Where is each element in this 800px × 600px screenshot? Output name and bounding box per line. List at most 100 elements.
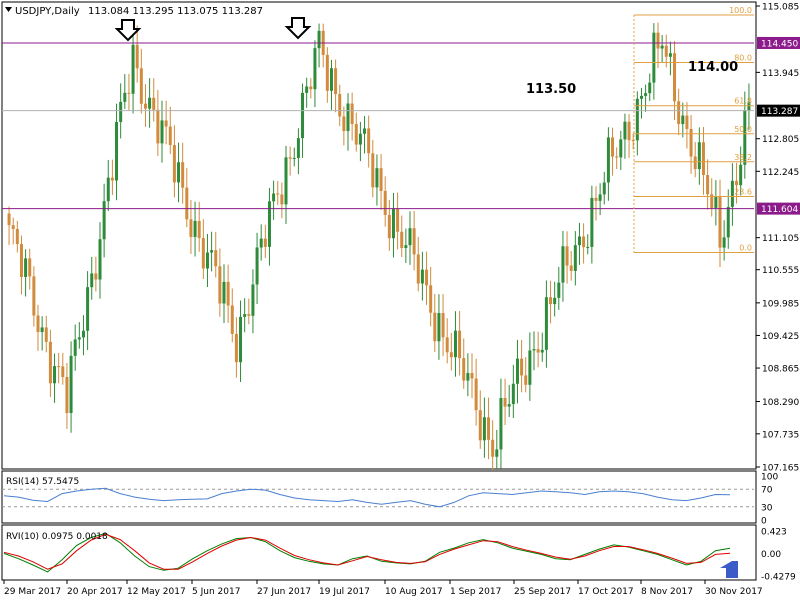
candle-body [726, 206, 730, 238]
candle-body [739, 164, 743, 186]
candle-body [495, 449, 499, 457]
candle-body [284, 157, 288, 205]
fib-level-label: 61.8 [734, 97, 752, 106]
fib-level-label: 38.2 [734, 153, 752, 162]
y-tick-label: 112.805 [762, 135, 799, 145]
candle-body [511, 383, 515, 405]
level-price-tag [757, 36, 800, 49]
candle-body [230, 305, 234, 334]
candle-body [210, 250, 214, 253]
candle-body [396, 208, 400, 232]
candle-body [177, 162, 181, 183]
candle-body [462, 358, 466, 381]
rsi-layer [2, 487, 754, 508]
candle-body [582, 236, 586, 248]
candle-body [247, 314, 251, 316]
rvi-title: RVI(10) 0.0975 0.0018 [6, 532, 108, 542]
fib-level-label: 50.0 [734, 125, 752, 134]
candle-body [478, 410, 482, 441]
candle-body [474, 378, 478, 411]
candle-body [346, 103, 350, 132]
candle-body [520, 358, 524, 376]
candle-body [387, 214, 391, 239]
candle-body [272, 193, 276, 202]
candle-body [420, 269, 424, 284]
candle-body [602, 182, 606, 195]
rsi-panel-frame[interactable] [1, 470, 757, 524]
candle-body [668, 53, 672, 57]
candle-body [325, 54, 329, 91]
candle-body [168, 126, 172, 146]
menu-triangle-icon[interactable] [5, 7, 12, 12]
main-chart-frame[interactable] [1, 1, 757, 470]
candle-body [243, 314, 247, 317]
candle-body [61, 366, 65, 378]
top-arrow-down-icon [114, 19, 142, 42]
candle-body [143, 103, 147, 109]
rsi-line [3, 487, 731, 508]
y-tick-label: 109.985 [762, 299, 799, 309]
axis-layer: 114.450 111.604 113.287 115.085 113.945 112.8… [3, 3, 800, 597]
x-tick-label: 12 May 2017 [127, 587, 186, 597]
y-tick-label: 109.425 [762, 332, 799, 342]
rsi-title: RSI(14) 57.5475 [6, 477, 79, 487]
candle-body [313, 48, 317, 90]
candle-body [441, 313, 445, 338]
x-tick-label: 30 Nov 2017 [705, 587, 763, 597]
candle-body [259, 238, 263, 248]
candle-body [301, 92, 305, 139]
x-tick-label: 5 Jun 2017 [192, 587, 240, 597]
candle-body [350, 103, 354, 125]
candle-body [735, 180, 739, 186]
candle-body [532, 349, 536, 351]
rvi-tick-label: 0.423 [761, 528, 787, 538]
level-price-label: 114.450 [761, 39, 798, 49]
candle-body [606, 137, 610, 183]
candle-body [32, 276, 36, 316]
candle-body [681, 115, 685, 125]
candle-body [69, 355, 73, 413]
candle-body [226, 281, 230, 306]
candle-body [573, 245, 577, 271]
arrow-up-icon [720, 561, 738, 578]
candle-body [371, 153, 375, 188]
candle-body [205, 252, 209, 269]
candle-body [437, 313, 441, 342]
candle-body [24, 258, 28, 277]
candle-body [611, 137, 615, 157]
candle-body [706, 175, 710, 195]
candle-body [499, 398, 503, 450]
candle-body [193, 220, 197, 237]
candle-body [296, 138, 300, 159]
rvi-panel-frame[interactable] [1, 524, 757, 581]
candle-body [619, 139, 623, 158]
rvi-tick-label: -0.4279 [761, 573, 796, 583]
candle-body [309, 86, 313, 90]
rvi-signal-line [3, 533, 731, 570]
candle-body [487, 417, 491, 440]
candle-body [239, 316, 243, 363]
rvi-layer [3, 532, 731, 573]
candle-body [263, 238, 267, 247]
candle-body [53, 366, 57, 384]
candle-body [449, 352, 453, 358]
candle-body [255, 247, 259, 285]
candle-body [466, 373, 470, 381]
candle-body [288, 157, 292, 159]
candle-body [65, 377, 69, 413]
fib-level-label: 23.6 [734, 187, 752, 196]
candle-body [292, 158, 296, 160]
candle-body [697, 142, 701, 170]
candle-body [470, 373, 474, 379]
level-price-tag [757, 202, 800, 215]
candle-body [40, 327, 44, 333]
candle-body [586, 246, 590, 248]
candle-body [139, 68, 143, 104]
candle-body [110, 177, 114, 181]
candle-body [218, 266, 222, 304]
candle-body [342, 116, 346, 132]
candle-body [710, 194, 714, 208]
annotation-113-50: 113.50 [526, 82, 576, 97]
candle-body [528, 350, 532, 385]
